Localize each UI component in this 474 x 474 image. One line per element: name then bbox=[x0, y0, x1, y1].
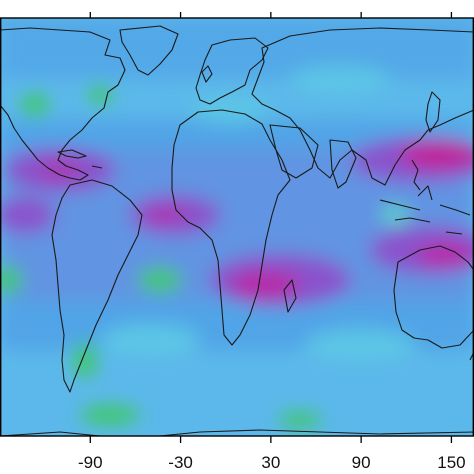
coastline-africa bbox=[171, 109, 291, 346]
x-tick-label: 150 bbox=[437, 453, 465, 472]
coastline-philippines bbox=[411, 159, 421, 191]
x-tick-label: -90 bbox=[78, 453, 103, 472]
coastline-north-america bbox=[0, 27, 126, 181]
x-axis-tick-labels: -90 -30 30 90 150 bbox=[78, 453, 466, 472]
coastline-south-america bbox=[51, 179, 143, 393]
x-tick-label: -30 bbox=[168, 453, 193, 472]
coastline-indonesia bbox=[379, 185, 471, 235]
coastline-madagascar bbox=[283, 279, 297, 313]
color-field bbox=[0, 18, 474, 428]
coastline-greenland bbox=[119, 25, 179, 76]
x-tick-label: 30 bbox=[261, 453, 280, 472]
coastline-caribbean bbox=[57, 149, 103, 169]
coastline-australia bbox=[393, 245, 474, 349]
coastlines bbox=[0, 25, 474, 436]
x-tick-label: 90 bbox=[352, 453, 371, 472]
map-frame bbox=[0, 17, 474, 437]
coastline-india bbox=[329, 139, 357, 189]
map-area bbox=[0, 18, 474, 436]
coastline-arabia bbox=[269, 124, 319, 179]
coastline-asia bbox=[251, 27, 474, 186]
coastline-europe bbox=[195, 37, 269, 105]
top-tick-marks bbox=[89, 12, 453, 18]
coastline-japan bbox=[425, 91, 441, 133]
bottom-tick-marks bbox=[89, 436, 453, 443]
coastline-antarctica bbox=[0, 429, 474, 436]
coastline-uk bbox=[201, 65, 213, 83]
